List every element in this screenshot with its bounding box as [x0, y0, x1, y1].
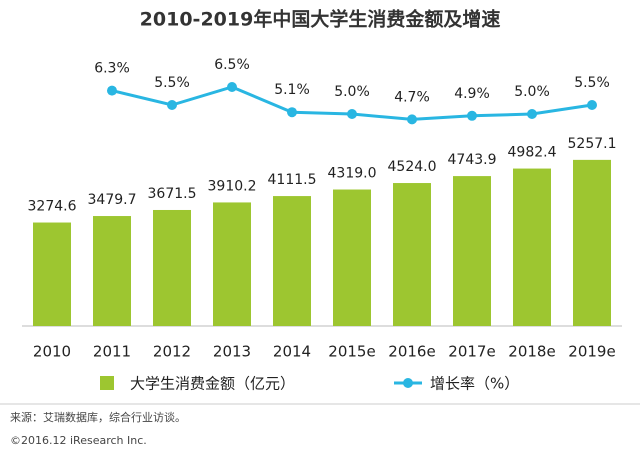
- point: [467, 110, 477, 121]
- x-tick-label: 2017e: [448, 343, 495, 361]
- bar: [153, 209, 191, 326]
- bar: [573, 159, 611, 326]
- x-tick-label: 2010: [33, 343, 71, 361]
- x-tick-label: 2012: [153, 343, 191, 361]
- data-label: 5.0%: [514, 84, 550, 100]
- data-label: 4.9%: [454, 86, 490, 102]
- copyright: ©2016.12 iResearch Inc.: [10, 434, 147, 447]
- legend-swatch: [100, 376, 114, 390]
- bar: [513, 168, 551, 326]
- point: [287, 107, 297, 118]
- bar: [93, 216, 131, 326]
- bar: [33, 222, 71, 326]
- data-label: 6.3%: [94, 61, 130, 77]
- bar: [333, 189, 371, 326]
- legend-swatch: [403, 378, 413, 388]
- data-label: 3910.2: [208, 178, 257, 194]
- x-tick-label: 2014: [273, 343, 311, 361]
- point: [527, 109, 537, 119]
- bar: [453, 176, 491, 326]
- point: [167, 100, 177, 110]
- chart-title: 2010-2019年中国大学生消费金额及增速: [140, 8, 501, 31]
- legend-label: 大学生消费金额（亿元）: [130, 375, 295, 393]
- x-tick-label: 2016e: [388, 343, 435, 361]
- point: [227, 82, 237, 92]
- x-tick-label: 2019e: [568, 343, 615, 361]
- point: [407, 114, 417, 125]
- data-label: 5257.1: [568, 136, 617, 152]
- data-label: 3671.5: [148, 186, 197, 202]
- point: [347, 109, 357, 119]
- x-tick-label: 2018e: [508, 343, 555, 361]
- data-label: 4.7%: [394, 89, 430, 105]
- point: [587, 100, 597, 110]
- data-label: 5.0%: [334, 84, 370, 100]
- bar: [213, 202, 251, 326]
- source: 来源：艾瑞数据库，综合行业访谈。: [10, 410, 186, 424]
- data-label: 4319.0: [328, 166, 377, 182]
- data-label: 3479.7: [88, 192, 137, 208]
- data-label: 6.5%: [214, 57, 250, 73]
- data-label: 4111.5: [268, 172, 317, 188]
- bar: [393, 183, 431, 326]
- data-label: 4982.4: [508, 145, 557, 161]
- legend-label: 增长率（%）: [430, 375, 519, 393]
- data-label: 5.1%: [274, 82, 310, 98]
- data-label: 5.5%: [574, 75, 610, 91]
- x-tick-label: 2013: [213, 343, 251, 361]
- data-label: 4743.9: [448, 152, 497, 168]
- data-label: 4524.0: [388, 159, 437, 175]
- data-label: 5.5%: [154, 75, 190, 91]
- x-tick-label: 2015e: [328, 343, 375, 361]
- bar: [273, 196, 311, 326]
- point: [107, 85, 117, 96]
- x-tick-label: 2011: [93, 343, 131, 361]
- data-label: 3274.6: [28, 199, 77, 215]
